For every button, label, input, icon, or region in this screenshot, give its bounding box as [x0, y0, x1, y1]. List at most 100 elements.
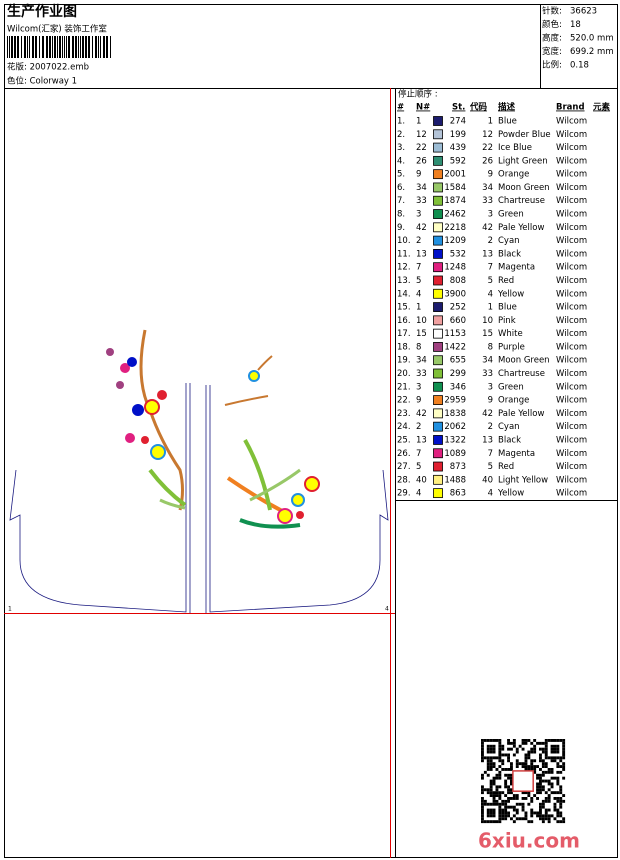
qr-cell: [486, 756, 490, 760]
description: Light Green: [498, 156, 548, 166]
qr-cell: [498, 770, 502, 774]
qr-cell: [501, 799, 505, 803]
description: Orange: [498, 396, 529, 406]
needle: 42: [416, 409, 427, 419]
qr-cell: [515, 802, 519, 806]
code: 10: [482, 316, 493, 326]
brand: Wilcom: [556, 196, 587, 206]
stitches: 2001: [444, 170, 466, 180]
qr-cell: [515, 762, 519, 766]
brand: Wilcom: [556, 329, 587, 339]
qr-cell: [481, 788, 484, 792]
qr-cell: [498, 805, 502, 809]
qr-cell: [562, 747, 566, 751]
qr-cell: [498, 794, 502, 797]
qr-cell: [521, 739, 525, 742]
qr-cell: [541, 762, 545, 766]
qr-cell: [553, 805, 557, 809]
qr-cell: [559, 820, 563, 824]
qr-cell: [492, 820, 496, 824]
qr-cell: [544, 747, 548, 751]
brand: Wilcom: [556, 342, 587, 352]
qr-cell: [495, 773, 499, 777]
qr-cell: [539, 759, 542, 763]
row-number: 6.: [397, 183, 405, 193]
stitches: 1838: [444, 409, 466, 419]
qr-cell: [559, 814, 563, 818]
description: Blue: [498, 303, 517, 313]
qr-cell: [498, 747, 502, 751]
qr-cell: [504, 785, 508, 789]
qr-cell: [507, 776, 510, 780]
color-swatch: [433, 209, 443, 219]
description: Magenta: [498, 263, 535, 273]
qr-cell: [486, 768, 490, 771]
bar-stripe: [7, 36, 8, 58]
qr-cell: [498, 741, 502, 745]
qr-cell: [550, 750, 554, 754]
qr-cell: [536, 785, 539, 789]
code: 4: [488, 289, 493, 299]
qr-cell: [492, 762, 496, 766]
stitches: 1248: [444, 263, 466, 273]
qr-cell: [492, 814, 496, 818]
bar-stripe: [95, 36, 97, 58]
qr-cell: [512, 808, 516, 812]
code: 1: [488, 117, 493, 127]
stitches: 299: [450, 369, 466, 379]
info-value: 18: [570, 20, 581, 30]
brand: Wilcom: [556, 170, 587, 180]
qr-cell: [512, 794, 516, 797]
stitches: 1322: [444, 435, 466, 445]
brand: Wilcom: [556, 303, 587, 313]
qr-cell: [550, 782, 554, 786]
color-swatch: [433, 368, 443, 379]
bar-stripe: [98, 36, 99, 58]
qr-cell: [530, 820, 534, 824]
stitches: 655: [450, 356, 466, 366]
qr-cell: [544, 799, 548, 803]
qr-cell: [486, 765, 490, 768]
qr-cell: [507, 811, 510, 815]
qr-cell: [524, 765, 528, 768]
description: Chartreuse: [498, 196, 545, 206]
qr-cell: [524, 817, 528, 821]
qr-cell: [489, 779, 493, 783]
description: Pale Yellow: [498, 223, 544, 233]
needle: 34: [416, 356, 427, 366]
needle: 40: [416, 475, 427, 485]
info-label: 针数:: [542, 6, 562, 17]
qr-cell: [498, 811, 502, 815]
qr-cell: [507, 759, 510, 763]
qr-cell: [489, 808, 493, 812]
qr-cell: [495, 788, 499, 792]
qr-cell: [510, 773, 513, 777]
qr-cell: [492, 776, 496, 780]
qr-cell: [539, 802, 542, 806]
qr-cell: [539, 782, 542, 786]
qr-cell: [562, 744, 566, 748]
bar-stripe: [62, 36, 63, 58]
needle: 10: [416, 316, 427, 326]
bar-stripe: [80, 36, 81, 58]
bar-stripe: [92, 36, 93, 58]
qr-cell: [521, 747, 525, 751]
qr-cell: [481, 750, 484, 754]
qr-cell: [556, 811, 560, 815]
qr-cell: [507, 747, 510, 751]
qr-cell: [556, 739, 560, 742]
brand: Wilcom: [556, 223, 587, 233]
qr-cell: [556, 744, 560, 748]
qr-cell: [553, 791, 557, 795]
needle: 12: [416, 130, 427, 140]
description: Purple: [498, 342, 525, 352]
qr-cell: [481, 817, 484, 821]
qr-cell: [539, 785, 542, 789]
qr-cell: [541, 765, 545, 768]
qr-cell: [559, 739, 563, 742]
qr-cell: [536, 741, 539, 745]
qr-cell: [489, 791, 493, 795]
qr-cell: [510, 762, 513, 766]
qr-cell: [501, 759, 505, 763]
qr-cell: [498, 765, 502, 768]
